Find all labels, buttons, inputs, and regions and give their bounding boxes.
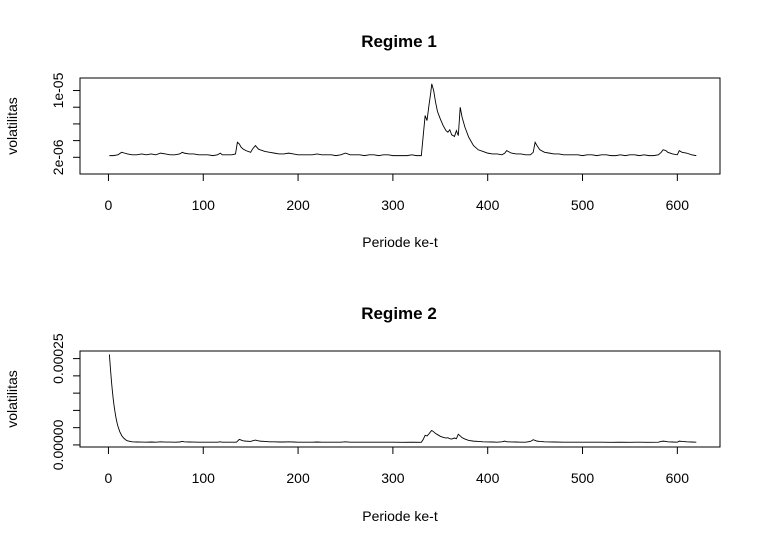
- regime-2-y-axis: 0.00000 0.00025: [50, 333, 80, 470]
- regime-1-y-tick-label: 1e-05: [50, 72, 66, 108]
- regime-1-x-tick-label: 500: [571, 197, 595, 213]
- regime-2-x-tick-label: 200: [286, 470, 310, 486]
- regime-2-x-tick-label: 400: [476, 470, 500, 486]
- regime-1-x-tick-label: 600: [666, 197, 690, 213]
- regime-2-series-line: [108, 354, 697, 443]
- regime-2-panel: Regime 2 0 100 200 300 400 500 600 0.000000.00…: [4, 304, 721, 524]
- regime-1-x-axis-label: Periode ke-t: [362, 234, 438, 250]
- regime-2-title: Regime 2: [361, 304, 437, 323]
- regime-1-x-tick-label: 400: [476, 197, 500, 213]
- regime-2-y-tick-label: 0.00000: [50, 419, 66, 470]
- regime-2-x-tick-label: 300: [381, 470, 405, 486]
- regime-1-x-tick-label: 0: [105, 197, 113, 213]
- regime-1-series-line: [109, 83, 697, 157]
- regime-1-y-axis: 2e-06 1e-05: [50, 72, 80, 175]
- regime-1-x-tick-label: 300: [381, 197, 405, 213]
- regime-2-x-axis: 0 100 200 300 400 500 600: [105, 447, 690, 486]
- regime-1-x-tick-label: 200: [286, 197, 310, 213]
- regime-1-title: Regime 1: [361, 32, 437, 51]
- regime-2-x-tick-label: 0: [105, 470, 113, 486]
- regime-2-x-tick-label: 500: [571, 470, 595, 486]
- regime-1-x-tick-label: 100: [192, 197, 216, 213]
- regime-1-y-tick-label: 2e-06: [50, 139, 66, 175]
- regime-2-y-axis-label: volatilitas: [4, 370, 20, 428]
- regime-2-x-tick-label: 100: [192, 470, 216, 486]
- regime-2-x-axis-label: Periode ke-t: [362, 508, 438, 524]
- regime-1-plot-frame: [79, 77, 721, 175]
- regime-2-y-tick-label: 0.00025: [50, 333, 66, 384]
- regime-1-x-axis: 0 100 200 300 400 500 600: [105, 174, 690, 213]
- regime-1-panel: Regime 1 0 100 200 300 400 500 600 2e-061e-05 …: [4, 32, 721, 250]
- regime-1-y-axis-label: volatilitas: [4, 97, 20, 155]
- regime-2-x-tick-label: 600: [666, 470, 690, 486]
- regime-2-plot-frame: [79, 350, 721, 448]
